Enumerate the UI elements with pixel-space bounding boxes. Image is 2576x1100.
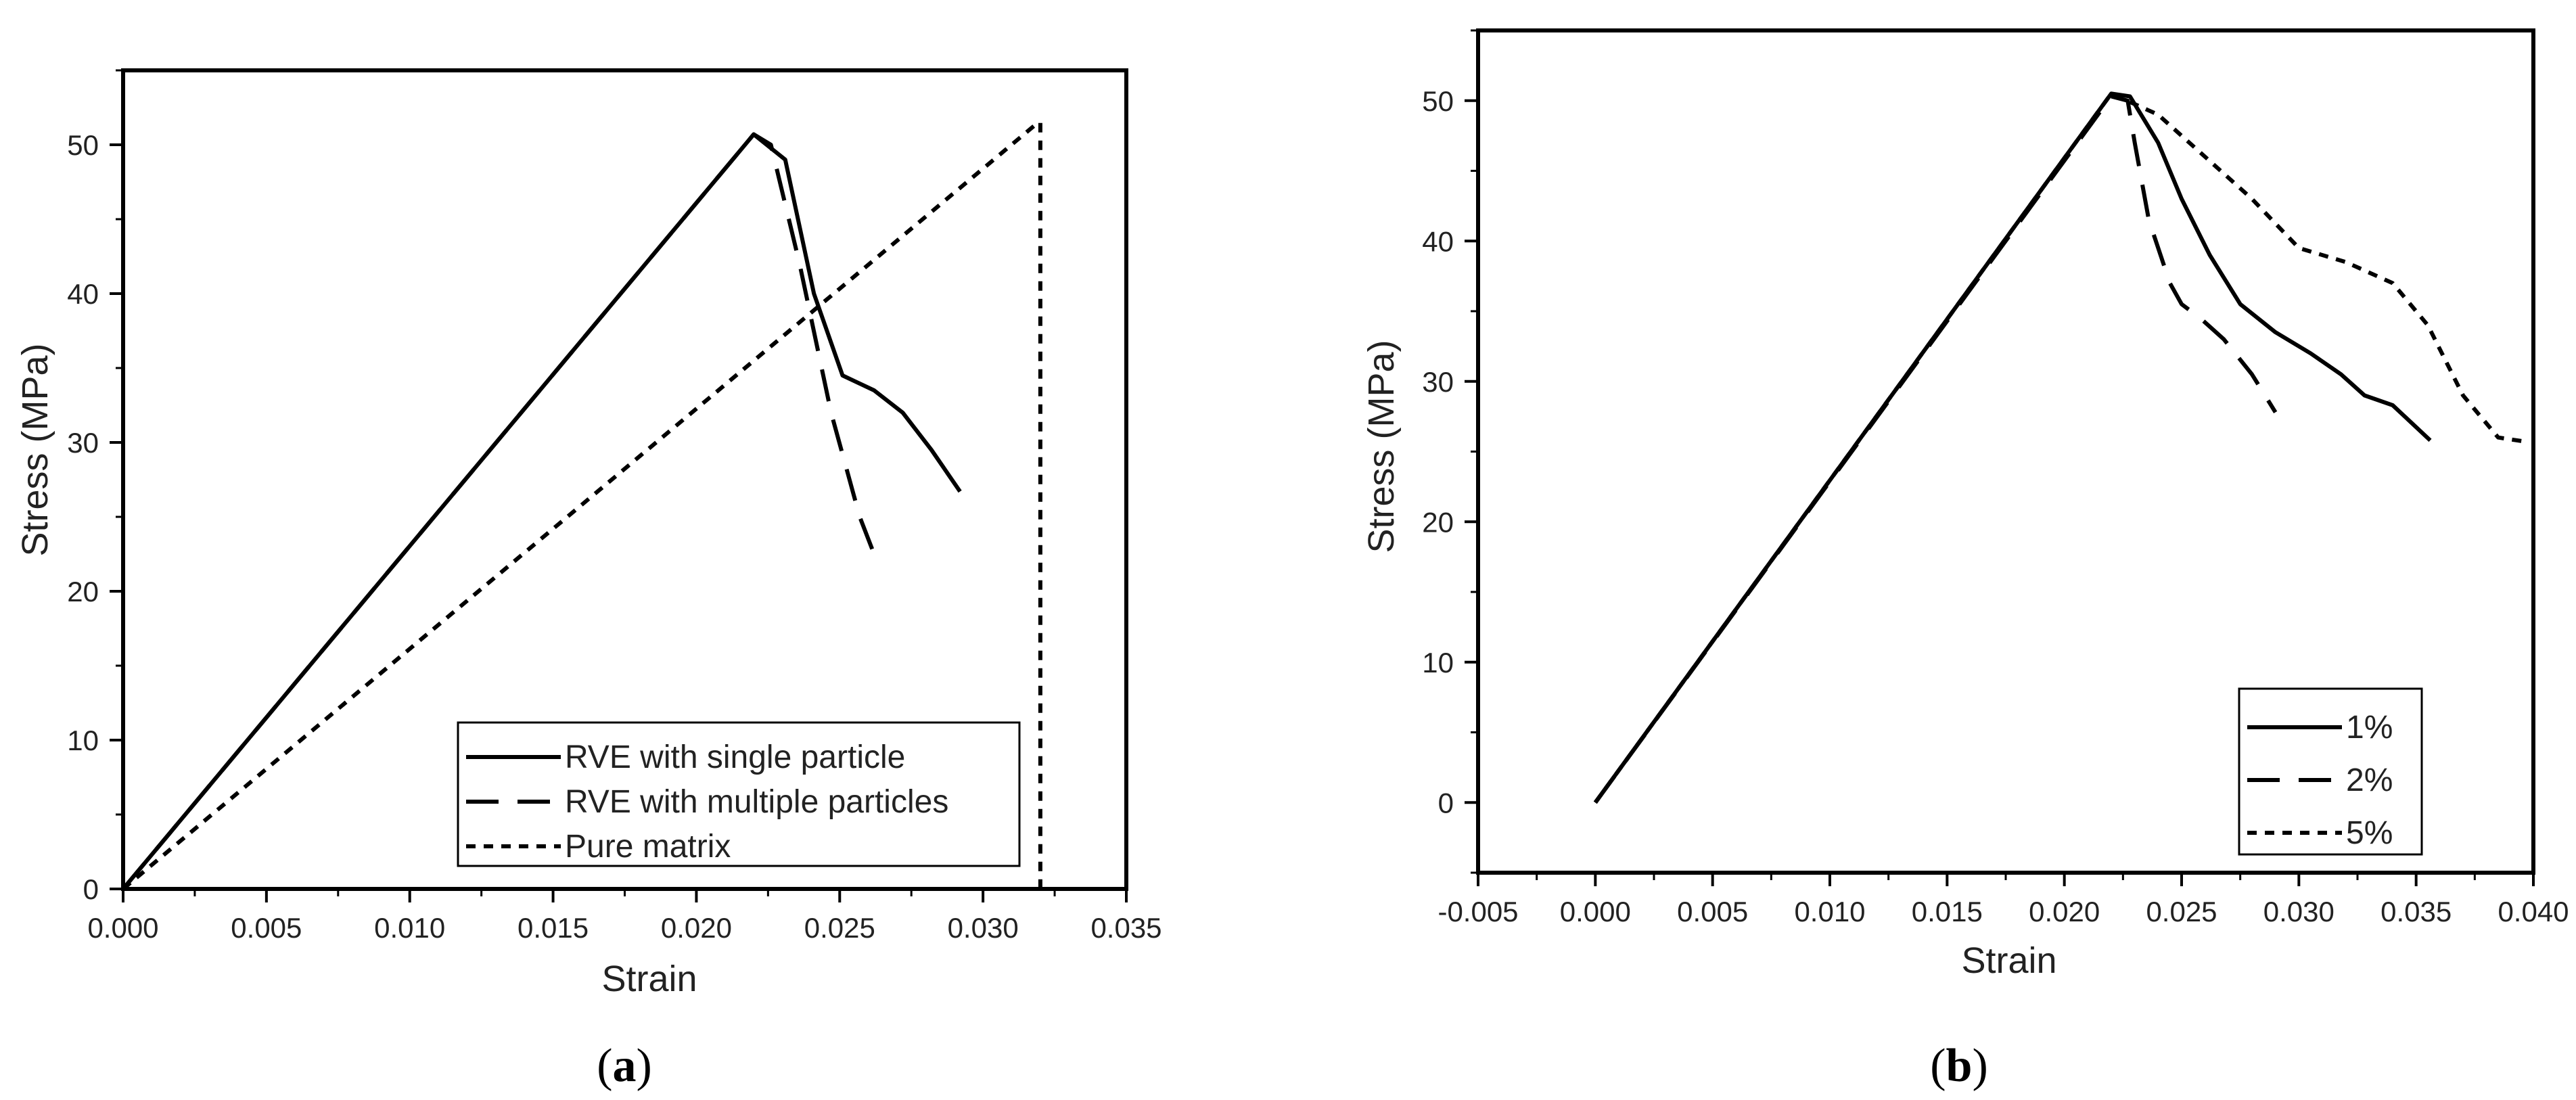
y-tick-label: 20 bbox=[1422, 506, 1454, 538]
series-group bbox=[123, 120, 1042, 889]
x-tick-labels: 0.000 0.005 0.010 0.015 0.020 0.025 0.030 0.035 bbox=[87, 912, 1162, 944]
y-tick-label: 30 bbox=[1422, 366, 1454, 398]
legend-label: RVE with multiple particles bbox=[565, 784, 948, 820]
x-tick-label: 0.020 bbox=[661, 912, 732, 944]
x-tick-label: 0.030 bbox=[2263, 896, 2334, 927]
x-tick-label: 0.005 bbox=[231, 912, 302, 944]
legend: RVE with single particle RVE with multipl… bbox=[457, 721, 1021, 867]
y-tick-label: 30 bbox=[67, 427, 99, 459]
chart-panel-b: -0.005 0.000 0.005 0.010 0.015 0.020 0.025 0.03… bbox=[1361, 28, 2569, 1092]
y-tick-labels: 0 10 20 30 40 50 bbox=[1422, 85, 1454, 819]
legend-label: RVE with single particle bbox=[565, 739, 905, 775]
x-axis-title: Strain bbox=[1961, 940, 2056, 981]
y-tick-label: 40 bbox=[67, 278, 99, 310]
series-line bbox=[1593, 94, 2278, 804]
x-tick-label: 0.010 bbox=[1794, 896, 1865, 927]
y-tick-label: 0 bbox=[83, 873, 99, 905]
x-tick-label: 0.000 bbox=[1560, 896, 1631, 927]
y-tick-label: 10 bbox=[67, 725, 99, 756]
x-tick-label: 0.025 bbox=[804, 912, 875, 944]
panel-letter-a: a bbox=[613, 1040, 637, 1092]
legend-label: 2% bbox=[2346, 762, 2393, 798]
legend: 1% 2% 5% bbox=[2238, 687, 2423, 856]
x-tick-label: 0.035 bbox=[1090, 912, 1162, 944]
y-tick-label: 10 bbox=[1422, 647, 1454, 679]
y-tick-label: 50 bbox=[1422, 85, 1454, 117]
y-axis-title: Stress (MPa) bbox=[15, 343, 55, 556]
y-tick-label: 50 bbox=[67, 129, 99, 161]
x-tick-label: 0.040 bbox=[2498, 896, 2569, 927]
x-tick-label: 0.000 bbox=[87, 912, 158, 944]
y-tick-label: 20 bbox=[67, 576, 99, 608]
chart-panel-a: 0.000 0.005 0.010 0.015 0.020 0.025 0.030 0.035… bbox=[15, 68, 1162, 1092]
x-tick-label: 0.020 bbox=[2029, 896, 2100, 927]
panel-label-a: (a) bbox=[597, 1040, 652, 1092]
y-tick-label: 40 bbox=[1422, 225, 1454, 257]
tick-marks bbox=[110, 69, 1128, 902]
x-tick-label: 0.015 bbox=[518, 912, 589, 944]
series-line bbox=[123, 132, 876, 889]
legend-label: Pure matrix bbox=[565, 829, 731, 865]
series-line bbox=[1593, 91, 2432, 804]
y-tick-label: 0 bbox=[1438, 787, 1454, 819]
y-tick-labels: 0 10 20 30 40 50 bbox=[67, 129, 99, 905]
x-tick-label: -0.005 bbox=[1438, 896, 1518, 927]
y-axis-title: Stress (MPa) bbox=[1361, 340, 1402, 553]
legend-box bbox=[2238, 687, 2423, 856]
x-tick-label: 0.035 bbox=[2380, 896, 2452, 927]
legend-label: 5% bbox=[2346, 815, 2393, 851]
legend-label: 1% bbox=[2346, 710, 2393, 746]
series-group bbox=[1593, 91, 2527, 804]
x-tick-labels: -0.005 0.000 0.005 0.010 0.015 0.020 0.025 0.03… bbox=[1438, 896, 2569, 927]
x-tick-label: 0.005 bbox=[1677, 896, 1748, 927]
x-tick-label: 0.015 bbox=[1912, 896, 1983, 927]
panel-label-b: (b) bbox=[1930, 1040, 1988, 1092]
x-axis-title: Strain bbox=[601, 959, 697, 999]
legend-box bbox=[457, 721, 1021, 867]
x-tick-label: 0.010 bbox=[374, 912, 445, 944]
panel-letter-b: b bbox=[1946, 1040, 1973, 1092]
tick-marks bbox=[1465, 29, 2535, 886]
series-line bbox=[1593, 91, 2527, 804]
x-tick-label: 0.025 bbox=[2146, 896, 2217, 927]
x-tick-label: 0.030 bbox=[948, 912, 1019, 944]
